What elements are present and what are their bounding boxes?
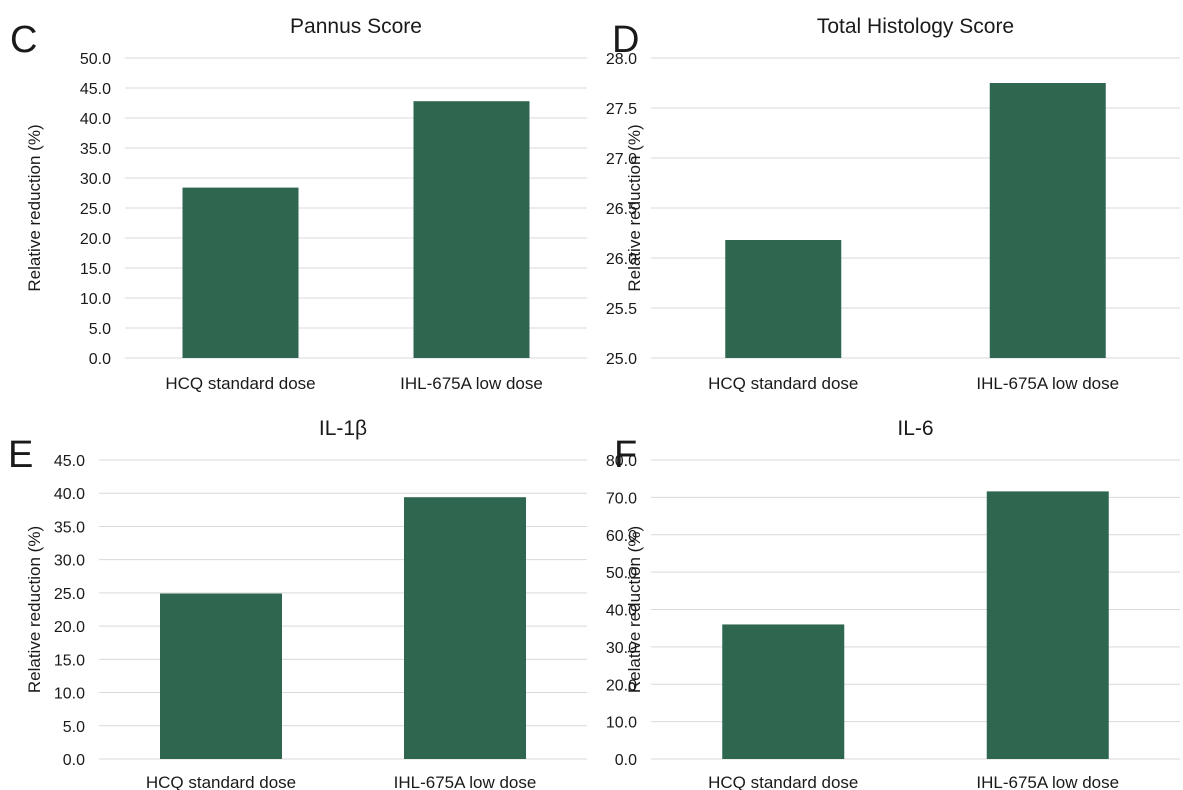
y-axis-title: Relative reduction (%) <box>625 526 644 693</box>
chart-title: Total Histology Score <box>817 15 1014 38</box>
y-tick-label: 5.0 <box>63 719 85 736</box>
bar <box>989 83 1106 358</box>
bar <box>404 497 526 759</box>
panel-letter: E <box>8 434 33 476</box>
x-category-label: IHL-675A low dose <box>394 773 537 790</box>
chart-panel-c: C Pannus Score 0.0 5.0 10.0 15.0 20.0 25.0 30.0 3… <box>10 15 587 393</box>
y-tick-label: 30.0 <box>80 171 111 188</box>
y-tick-label: 50.0 <box>80 51 111 68</box>
x-category-label: IHL-675A low dose <box>400 374 543 393</box>
y-tick-label: 20.0 <box>54 619 85 636</box>
panel-letter: D <box>612 19 639 61</box>
y-tick-label: 35.0 <box>80 141 111 158</box>
y-tick-label: 20.0 <box>80 231 111 248</box>
bar <box>725 240 842 358</box>
x-category-label: HCQ standard dose <box>708 374 858 393</box>
y-tick-label: 25.0 <box>606 351 637 368</box>
chart-title: IL-1β <box>319 417 367 440</box>
bar <box>986 491 1109 759</box>
chart-panel-d: D Total Histology Score 25.0 25.5 26.0 26.5 27… <box>606 15 1180 393</box>
y-tick-label: 20.0 <box>606 677 637 694</box>
y-tick-label: 45.0 <box>80 81 111 98</box>
bar <box>182 187 299 358</box>
x-category-label: HCQ standard dose <box>146 773 296 790</box>
panel-letter: F <box>614 434 637 476</box>
bar <box>722 624 845 759</box>
y-tick-label: 30.0 <box>606 640 637 657</box>
x-category-label: HCQ standard dose <box>165 374 315 393</box>
y-tick-label: 25.0 <box>54 586 85 603</box>
y-tick-label: 15.0 <box>54 652 85 669</box>
y-tick-label: 45.0 <box>54 453 85 470</box>
y-tick-label: 40.0 <box>54 486 85 503</box>
y-tick-label: 80.0 <box>606 453 637 470</box>
chart-title: Pannus Score <box>290 15 422 38</box>
x-category-label: IHL-675A low dose <box>976 374 1119 393</box>
y-tick-label: 25.5 <box>606 301 637 318</box>
y-tick-label: 30.0 <box>54 553 85 570</box>
y-tick-label: 10.0 <box>606 715 637 732</box>
bar <box>413 101 530 358</box>
y-tick-label: 5.0 <box>89 321 111 338</box>
y-tick-label: 10.0 <box>54 686 85 703</box>
y-tick-label: 26.0 <box>606 251 637 268</box>
y-tick-label: 25.0 <box>80 201 111 218</box>
y-tick-label: 60.0 <box>606 528 637 545</box>
x-category-label: IHL-675A low dose <box>976 773 1119 790</box>
y-tick-label: 0.0 <box>89 351 111 368</box>
chart-panel-e: E IL-1β 0.0 5.0 10.0 15.0 20.0 25.0 30.0 35.0 40.0… <box>8 417 587 790</box>
x-category-label: HCQ standard dose <box>708 773 858 790</box>
y-tick-label: 70.0 <box>606 490 637 507</box>
y-tick-label: 10.0 <box>80 291 111 308</box>
y-axis-title: Relative reduction (%) <box>25 124 44 291</box>
y-tick-label: 26.5 <box>606 201 637 218</box>
y-axis-title: Relative reduction (%) <box>625 124 644 291</box>
y-tick-label: 27.5 <box>606 101 637 118</box>
panel-letter: C <box>10 19 37 61</box>
chart-panel-f: F IL-6 0.0 10.0 20.0 30.0 40.0 50.0 60.0 70.0 80.0… <box>606 417 1180 790</box>
y-tick-label: 50.0 <box>606 565 637 582</box>
y-tick-label: 15.0 <box>80 261 111 278</box>
y-tick-label: 0.0 <box>63 752 85 769</box>
y-axis-title: Relative reduction (%) <box>25 526 44 693</box>
y-tick-label: 40.0 <box>80 111 111 128</box>
y-tick-label: 28.0 <box>606 51 637 68</box>
bar <box>160 593 282 759</box>
y-tick-label: 40.0 <box>606 603 637 620</box>
y-tick-label: 27.0 <box>606 151 637 168</box>
chart-title: IL-6 <box>897 417 933 440</box>
y-tick-label: 35.0 <box>54 519 85 536</box>
y-tick-label: 0.0 <box>615 752 637 769</box>
